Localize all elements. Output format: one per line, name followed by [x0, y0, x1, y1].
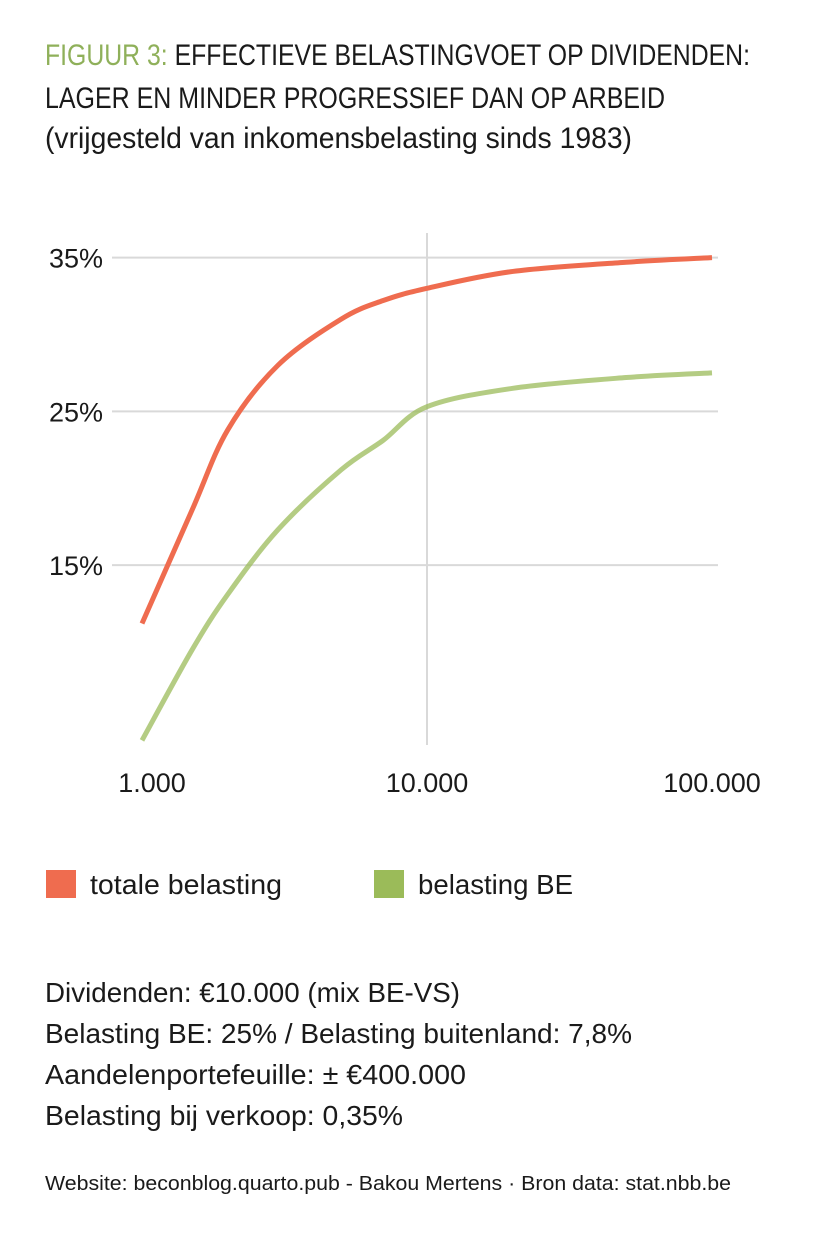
note: Aandelenportefeuille: ± €400.000	[45, 1059, 466, 1090]
legend-label: totale belasting	[90, 869, 282, 900]
note: Dividenden: €10.000 (mix BE-VS)	[45, 977, 460, 1008]
legend-swatch	[374, 870, 404, 898]
note: Belasting BE: 25% / Belasting buitenland…	[45, 1018, 632, 1049]
legend-label: belasting BE	[418, 869, 573, 900]
x-tick-label: 1.000	[118, 768, 186, 798]
x-tick-label: 10.000	[386, 768, 469, 798]
title-text: LAGER EN MINDER PROGRESSIEF DAN OP ARBEI…	[45, 82, 665, 115]
source: Website: beconblog.quarto.pub - Bakou Me…	[45, 1173, 731, 1195]
y-tick-label: 25%	[49, 397, 103, 427]
y-tick-label: 15%	[49, 551, 103, 581]
series-line	[139, 255, 713, 625]
figure-label: FIGUUR 3:	[45, 39, 168, 72]
title-text: EFFECTIEVE BELASTINGVOET OP DIVIDENDEN:	[175, 39, 750, 72]
title-line: FIGUUR 3: EFFECTIEVE BELASTINGVOET OP DI…	[45, 39, 750, 72]
legend-swatch	[46, 870, 76, 898]
series-line	[139, 370, 713, 742]
note: Belasting bij verkoop: 0,35%	[45, 1100, 403, 1131]
subtitle: (vrijgesteld van inkomensbelasting sinds…	[45, 122, 632, 155]
x-tick-label: 100.000	[663, 768, 761, 798]
y-tick-label: 35%	[49, 244, 103, 274]
